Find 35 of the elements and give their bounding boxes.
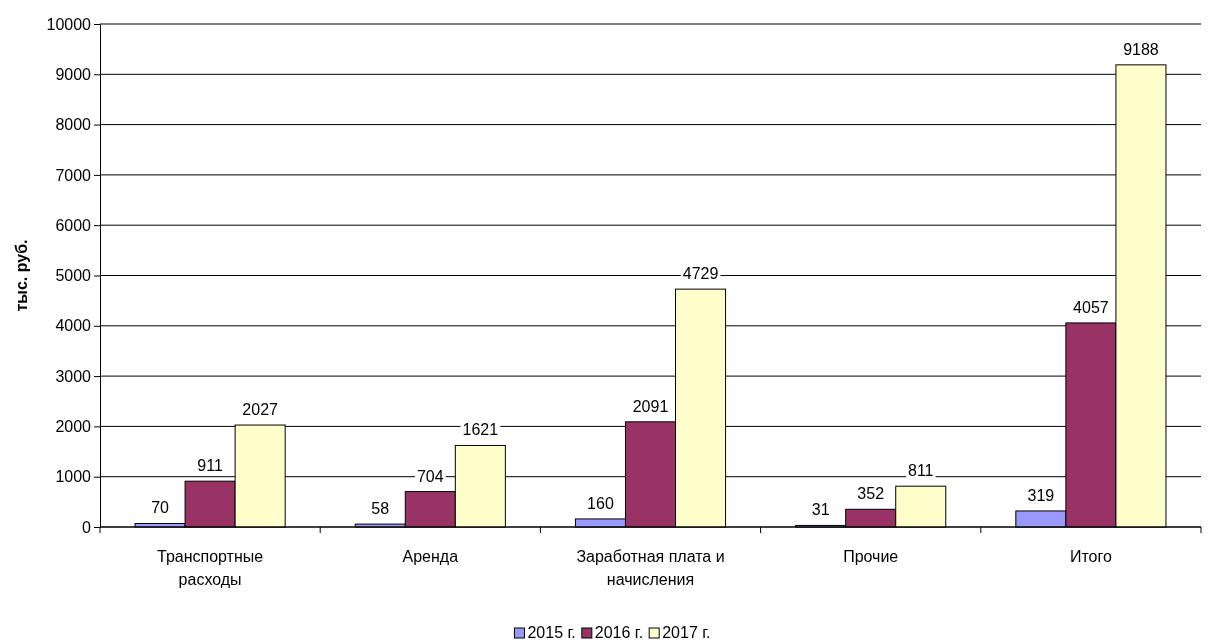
data-label: 70	[151, 499, 170, 517]
y-tick-label: 1000	[55, 468, 92, 486]
data-label: 4729	[682, 265, 719, 283]
x-tick-label: Заработная плата и начисления	[576, 548, 725, 588]
y-tick-label: 8000	[55, 116, 92, 134]
data-label: 2091	[632, 397, 669, 415]
data-label: 4057	[1073, 298, 1109, 316]
y-tick-label: 0	[82, 518, 92, 536]
y-tick-label: 4000	[55, 317, 92, 335]
y-tick-label: 6000	[55, 216, 92, 234]
y-tick-label: 10000	[46, 15, 92, 33]
data-label: 704	[416, 467, 444, 485]
x-tick-label: Аренда	[402, 548, 459, 565]
y-tick-label: 7000	[55, 166, 92, 184]
data-label: 9188	[1123, 40, 1159, 58]
legend-label: 2016 г.	[594, 624, 644, 641]
y-tick-label: 2000	[55, 418, 92, 436]
data-label: 319	[1027, 486, 1055, 504]
y-axis-title: тыс. руб.	[13, 239, 30, 312]
legend-label: 2017 г.	[662, 624, 711, 641]
data-label: 160	[587, 494, 614, 512]
legend-label: 2015 г.	[527, 624, 576, 641]
data-label: 352	[857, 485, 885, 503]
data-label: 31	[811, 501, 830, 519]
y-tick-label: 3000	[55, 367, 92, 385]
data-label: 2027	[242, 401, 279, 419]
y-tick-label: 9000	[55, 65, 92, 83]
data-label: 1621	[462, 421, 499, 439]
x-tick-label: Итого	[1069, 548, 1112, 565]
data-label: 911	[197, 457, 223, 475]
data-label: 811	[907, 462, 934, 480]
data-label: 58	[371, 500, 390, 518]
x-tick-label: Прочие	[843, 548, 899, 565]
x-tick-label: Транспортные расходы	[157, 548, 264, 588]
y-tick-label: 5000	[55, 267, 92, 285]
